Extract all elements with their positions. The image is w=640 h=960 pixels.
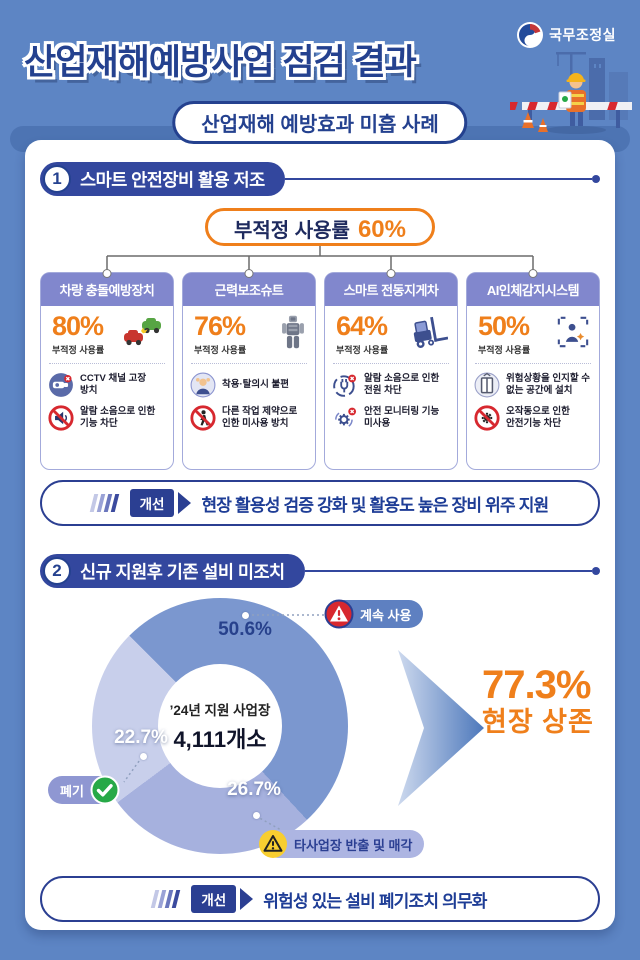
issue-item: 위험상황을 인지할 수 없는 공간에 설치 (474, 372, 592, 398)
donut-chart: ’24년 지원 사업장 4,111개소 (92, 598, 348, 854)
equipment-card-suit: 근력보조슈트 76% 부적정 사용률 (182, 272, 316, 470)
equipment-card-forklift: 스마트 전동지게차 64% 부적정 사용률 (324, 272, 458, 470)
check-icon (90, 775, 120, 805)
equipment-title: AI인체감지시스템 (467, 273, 599, 306)
summary-badge: 부적정 사용률 60% (204, 208, 435, 246)
legend-keep-using: 계속 사용 (324, 599, 424, 629)
donut-center-line1: ’24년 지원 사업장 (169, 702, 271, 718)
alert-icon (324, 599, 354, 629)
section1-header: 1 스마트 안전장비 활용 저조 (40, 162, 600, 196)
section1-title-pill: 1 스마트 안전장비 활용 저조 (40, 162, 285, 196)
construction-worker-illustration (510, 52, 632, 134)
improvement-label: 개선 (191, 885, 237, 913)
inadequate-usage-percent: 76% (194, 311, 246, 341)
cctv-icon (48, 372, 74, 398)
arrow-right-icon (240, 888, 254, 910)
no-gear-icon (474, 405, 500, 431)
no-walk-icon (190, 405, 216, 431)
improvement-text: 위험성 있는 설비 폐기조치 의무화 (263, 891, 487, 911)
subtitle-badge: 산업재해 예방효과 미흡 사례 (172, 101, 468, 144)
section2-title: 신규 지원후 기존 설비 미조치 (80, 561, 285, 582)
wearer-discomfort-icon (190, 372, 216, 398)
connector-lines (106, 246, 534, 270)
collision-prevention-cars-icon (122, 316, 164, 353)
muted-alarm-icon (48, 405, 74, 431)
legend-transferred-sold: 타사업장 반출 및 매각 (259, 830, 425, 858)
summary-label: 부적정 사용률 (233, 220, 350, 242)
inadequate-usage-percent: 80% (52, 311, 104, 341)
speed-lines-icon (151, 890, 181, 908)
existing-equipment-chart: ’24년 지원 사업장 4,111개소 계속 사용 폐기 (40, 590, 600, 866)
ai-body-scan-icon (556, 315, 590, 354)
improvement-label: 개선 (129, 489, 175, 517)
inadequate-usage-percent: 50% (478, 311, 530, 341)
summary-value: 60% (357, 216, 406, 243)
section2-rule (304, 570, 592, 572)
section2-title-pill: 2 신규 지원후 기존 설비 미조치 (40, 554, 305, 588)
gov-logo: 국무조정실 (517, 22, 616, 48)
monitoring-off-icon (332, 405, 358, 431)
issue-item: 다른 작업 제약으로 인한 미사용 방치 (190, 405, 308, 431)
leader-lines (123, 614, 330, 836)
leader-dot (140, 753, 147, 760)
section2-header: 2 신규 지원후 기존 설비 미조치 (40, 554, 600, 588)
legend-discarded: 폐기 (48, 775, 120, 805)
slice-percent-label: 26.7% (227, 779, 281, 800)
inadequate-usage-percent: 64% (336, 311, 388, 341)
content-panel: 1 스마트 안전장비 활용 저조 부적정 사용률 60% 차량 충돌예방장치 8… (25, 140, 615, 930)
improvement-text: 현장 활용성 검증 강화 및 활용도 높은 장비 위주 지원 (201, 495, 549, 515)
result-block: 77.3% 현장 상존 (482, 664, 594, 736)
issue-item: 알람 소음으로 인한 전원 차단 (332, 372, 450, 398)
gov-emblem-icon (517, 22, 544, 48)
section1-rule-dot (592, 175, 600, 183)
slice-percent-label: 22.7% (114, 727, 168, 748)
power-cut-icon (332, 372, 358, 398)
blind-space-icon (474, 372, 500, 398)
issue-item: 알람 소음으로 인한 기능 차단 (48, 405, 166, 431)
donut-center-line2: 4,111개소 (173, 726, 267, 752)
equipment-title: 스마트 전동지게차 (325, 273, 457, 306)
section1-rule (284, 178, 592, 180)
issue-item: 착용·탈의시 불편 (190, 372, 308, 398)
improvement-banner-2: 개선 위험성 있는 설비 폐기조치 의무화 (40, 876, 600, 922)
equipment-card-vehicle: 차량 충돌예방장치 80% 부적정 사용률 (40, 272, 174, 470)
result-label: 현장 상존 (482, 707, 594, 737)
section2-rule-dot (592, 567, 600, 575)
section2-number-badge: 2 (43, 557, 71, 585)
forklift-icon (408, 316, 449, 354)
issue-item: 안전 모니터링 기능 미사용 (332, 405, 450, 431)
equipment-title: 근력보조슈트 (183, 273, 315, 306)
slice-percent-label: 50.6% (218, 619, 272, 640)
leader-dot (242, 612, 249, 619)
equipment-card-ai: AI인체감지시스템 50% 부적정 사용률 (466, 272, 600, 470)
leader-dot (253, 812, 260, 819)
result-percent: 77.3% (482, 663, 591, 707)
improvement-banner-1: 개선 현장 활용성 검증 강화 및 활용도 높은 장비 위주 지원 (40, 480, 600, 526)
section1-number-badge: 1 (43, 165, 71, 193)
arrow-right-icon (178, 492, 192, 514)
page-title: 산업재해예방사업 점검 결과 (24, 43, 417, 82)
issue-item: 오작동으로 인한 안전기능 차단 (474, 405, 592, 431)
gov-logo-text: 국무조정실 (549, 27, 616, 43)
donut-center: ’24년 지원 사업장 4,111개소 (158, 664, 282, 788)
equipment-cards: 차량 충돌예방장치 80% 부적정 사용률 (40, 272, 600, 470)
result-arrow-icon (398, 650, 484, 806)
issue-item: CCTV 채널 고장 방치 (48, 372, 166, 398)
section1-title: 스마트 안전장비 활용 저조 (80, 169, 265, 190)
power-suit-icon (280, 315, 306, 354)
speed-lines-icon (89, 494, 120, 512)
equipment-title: 차량 충돌예방장치 (41, 273, 173, 306)
warning-icon (259, 830, 287, 858)
